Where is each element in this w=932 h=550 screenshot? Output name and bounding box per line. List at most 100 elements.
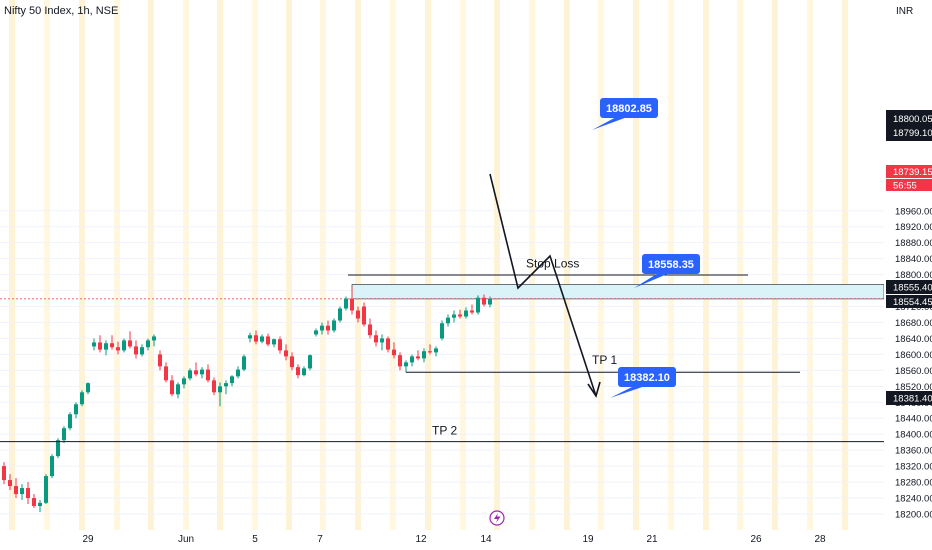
candle[interactable]: [452, 310, 456, 323]
candle[interactable]: [434, 346, 438, 357]
candle[interactable]: [416, 350, 420, 361]
candle[interactable]: [74, 402, 78, 419]
candle[interactable]: [302, 366, 306, 377]
price-axis-label[interactable]: 56:55: [886, 179, 932, 192]
candle[interactable]: [8, 474, 12, 491]
candle[interactable]: [374, 330, 378, 347]
candle-body: [464, 310, 468, 317]
candle[interactable]: [380, 334, 384, 351]
candle[interactable]: [236, 366, 240, 379]
candle[interactable]: [446, 314, 450, 327]
candle[interactable]: [308, 354, 312, 371]
candle[interactable]: [296, 364, 300, 379]
candle[interactable]: [122, 338, 126, 353]
candle[interactable]: [86, 382, 90, 395]
price-axis-label[interactable]: 18381.40: [886, 391, 932, 405]
price-axis-label-box: [886, 391, 932, 405]
candle[interactable]: [134, 340, 138, 359]
candle[interactable]: [272, 338, 276, 348]
candle[interactable]: [254, 330, 258, 345]
candle[interactable]: [158, 350, 162, 371]
candle[interactable]: [20, 484, 24, 501]
session-band: [807, 0, 813, 530]
candle[interactable]: [356, 306, 360, 323]
candle[interactable]: [224, 380, 228, 395]
candle[interactable]: [488, 296, 492, 308]
candle[interactable]: [410, 354, 414, 367]
candle[interactable]: [332, 318, 336, 333]
candle[interactable]: [218, 382, 222, 407]
candle[interactable]: [428, 344, 432, 355]
price-badge[interactable]: 18558.35: [634, 254, 700, 288]
candle[interactable]: [26, 482, 30, 505]
price-axis-label[interactable]: 18554.45: [886, 295, 932, 308]
session-band: [252, 0, 258, 530]
candle[interactable]: [206, 364, 210, 383]
candle[interactable]: [404, 360, 408, 373]
candle[interactable]: [470, 304, 474, 315]
candle[interactable]: [326, 320, 330, 335]
price-axis-label[interactable]: 18800.05: [886, 110, 932, 127]
candle[interactable]: [422, 348, 426, 363]
price-axis-label[interactable]: 18555.40: [886, 280, 932, 294]
candle[interactable]: [362, 302, 366, 327]
candle[interactable]: [368, 318, 372, 339]
candle[interactable]: [32, 494, 36, 509]
candle[interactable]: [266, 333, 270, 347]
candle[interactable]: [248, 332, 252, 343]
candle[interactable]: [392, 342, 396, 359]
candle[interactable]: [182, 376, 186, 389]
candle[interactable]: [92, 338, 96, 351]
time-tick-label: Jun: [178, 534, 194, 545]
candle[interactable]: [476, 295, 480, 315]
candle[interactable]: [152, 334, 156, 347]
candle[interactable]: [278, 336, 282, 354]
candle[interactable]: [212, 377, 216, 396]
candle[interactable]: [80, 390, 84, 407]
candle[interactable]: [386, 336, 390, 353]
candle[interactable]: [230, 375, 234, 387]
candle[interactable]: [284, 344, 288, 361]
candle[interactable]: [188, 368, 192, 381]
candle[interactable]: [338, 306, 342, 323]
candle[interactable]: [290, 352, 294, 371]
candle[interactable]: [164, 362, 168, 383]
projection-path[interactable]: [489, 173, 597, 397]
candle[interactable]: [110, 335, 114, 350]
candle[interactable]: [398, 352, 402, 371]
price-badge[interactable]: 18382.10: [610, 367, 676, 398]
candle[interactable]: [44, 474, 48, 505]
candle-body: [86, 383, 90, 393]
candle[interactable]: [200, 367, 204, 379]
price-axis-label[interactable]: 18739.15: [886, 165, 932, 178]
candle[interactable]: [314, 328, 318, 337]
candle[interactable]: [116, 341, 120, 355]
candle[interactable]: [260, 334, 264, 344]
candle[interactable]: [98, 335, 102, 353]
candle[interactable]: [2, 462, 6, 485]
candle[interactable]: [194, 362, 198, 377]
candle[interactable]: [38, 500, 42, 513]
candle[interactable]: [128, 331, 132, 349]
price-axis[interactable]: [884, 0, 932, 550]
candle[interactable]: [242, 354, 246, 372]
candle[interactable]: [50, 454, 54, 479]
candle[interactable]: [458, 309, 462, 319]
candle[interactable]: [14, 478, 18, 499]
candle[interactable]: [68, 412, 72, 431]
candle[interactable]: [176, 382, 180, 399]
candle[interactable]: [62, 426, 66, 443]
candle[interactable]: [464, 307, 468, 319]
candle[interactable]: [350, 286, 354, 315]
candle[interactable]: [104, 340, 108, 356]
candle[interactable]: [482, 294, 486, 307]
price-axis-label[interactable]: 18799.10: [886, 124, 932, 141]
candle[interactable]: [440, 320, 444, 341]
price-badge[interactable]: 18802.85: [592, 98, 658, 130]
candle[interactable]: [146, 338, 150, 351]
candle[interactable]: [140, 344, 144, 357]
candle[interactable]: [170, 375, 174, 397]
candle[interactable]: [320, 322, 324, 335]
candle[interactable]: [344, 296, 348, 311]
